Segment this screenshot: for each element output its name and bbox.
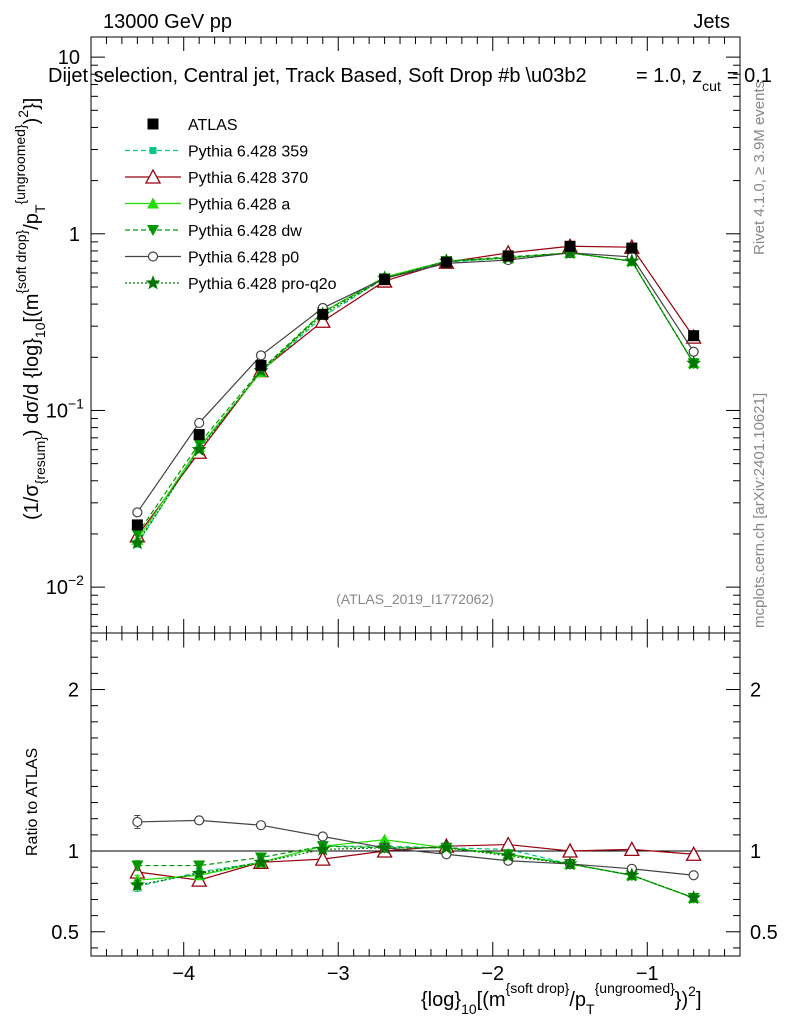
ratio-point-pp0 [132,816,143,828]
legend-marker-pdw [147,225,159,236]
legend-label-pp0: Pythia 6.428 p0 [188,250,299,267]
main-line-pdw [136,252,695,535]
ratio-y-label: Ratio to ATLAS [24,748,41,856]
ratio-point-pq2o [315,841,331,856]
ratio-point-p370 [623,841,640,857]
legend-marker-pa [147,197,159,209]
main-point-pq2o [129,535,145,550]
main-point-atlas [440,256,452,268]
main-point-p370 [314,312,331,328]
x-tick-label: −4 [172,963,195,985]
main-point-atlas [379,274,391,286]
legend-label-p359: Pythia 6.428 359 [188,144,308,161]
ratio-point-pq2o [253,854,269,869]
ratio-y-tick-label-right: 0.5 [750,922,778,944]
plot-title-cut: = 1.0, zcut = 0.1 [636,65,772,94]
header-left: 13000 GeV pp [103,11,232,33]
legend-marker-pp0 [147,251,159,262]
legend-marker-atlas [147,118,159,130]
main-point-atlas [131,519,143,531]
ratio-point-pq2o [191,865,207,880]
ratio-line-pp0 [137,819,694,876]
main-point-pp0 [194,417,205,429]
x-tick-label: −2 [481,963,504,985]
ratio-line-p370 [137,843,694,881]
main-point-pq2o [191,441,207,456]
legend-label-p370: Pythia 6.428 370 [188,170,308,187]
ratio-y-tick-label-left: 1 [68,841,79,863]
main-y-tick-label: 10 [58,47,80,69]
ratio-point-pp0 [688,870,699,881]
ratio-point-pp0 [194,815,205,826]
ratio-y-tick-label-right: 2 [750,680,761,702]
side-rivet: Rivet 4.1.0, ≥ 3.9M events [751,81,768,255]
main-point-atlas [255,359,267,371]
legend-label-pq2o: Pythia 6.428 pro-q2o [188,276,337,293]
ratio-point-pp0 [255,820,267,831]
main-point-pq2o [686,355,702,370]
legend-label-pa: Pythia 6.428 a [188,197,290,214]
main-point-pp0 [255,350,267,361]
header-right: Jets [693,11,730,33]
ratio-point-pq2o [438,839,454,855]
ratio-point-pq2o [624,867,640,882]
ratio-axis-ticks: 0.5 0.5 1 1 2 2 [51,640,778,949]
main-point-atlas [502,250,514,262]
ratio-point-pa [378,833,391,845]
side-mcplots: mcplots.cern.ch [arXiv:2401.10621] [751,393,768,628]
x-tick-label: −1 [636,963,659,985]
main-y-tick-exponent: −1 [68,395,84,411]
plot-title: Dijet selection, Central jet, Track Base… [48,65,587,87]
main-series-layer [129,237,702,550]
main-line-pa [136,252,695,541]
ratio-line-p359 [137,845,694,899]
main-point-atlas [193,429,205,441]
ratio-y-tick-label-right: 1 [750,841,761,863]
x-axis-ticks: −4 −3 −2 −1 [90,37,741,985]
legend-label-pdw: Pythia 6.428 dw [188,223,302,240]
main-y-tick-exponent: −2 [68,572,84,588]
legend: ATLAS Pythia 6.428 359 Pythia 6.428 370 Pyt… [125,117,337,293]
main-point-pq2o [624,253,640,268]
main-line-pp0 [136,252,695,513]
main-line-pq2o [136,252,695,544]
main-y-tick-label: 10 [46,577,68,599]
ratio-point-pdw [131,860,144,872]
ratio-point-pq2o [686,890,702,905]
main-point-pp0 [132,507,143,518]
main-point-atlas [564,240,576,252]
main-point-atlas [626,242,638,254]
main-point-atlas [688,330,700,342]
beta-symbol: \u03b2 [525,65,586,87]
ratio-point-pq2o [500,848,516,863]
legend-marker-p359 [149,147,157,154]
ratio-point-pq2o [562,856,578,871]
main-y-tick-label: 1 [69,224,80,246]
main-point-pp0 [688,346,699,357]
ratio-line-pq2o [137,847,694,899]
main-y-label: (1/σ{resum}) dσ/d {log}10[(m{soft drop}/… [12,98,48,520]
main-line-p370 [136,245,695,537]
ratio-point-p370 [314,850,331,866]
ratio-y-tick-label-left: 0.5 [51,922,79,944]
ratio-point-pq2o [377,839,393,855]
ratio-panel-frame [90,632,741,957]
legend-marker-p370 [144,168,162,184]
ratio-point-pq2o [129,877,145,892]
ratio-y-tick-label-left: 2 [68,680,79,702]
x-tick-label: −3 [327,963,350,985]
ratio-line-pdw [137,845,694,899]
x-axis-label: {log}10[(m{soft drop}/pT{ungroomed}})2] [421,980,702,1017]
main-point-pdw [131,528,144,540]
ratio-point-pp0 [317,831,328,842]
main-y-tick-label: 10 [46,400,68,422]
ratio-point-p370 [685,845,702,861]
legend-label-atlas: ATLAS [188,117,238,134]
analysis-watermark: (ATLAS_2019_I1772062) [336,591,494,607]
main-point-atlas [317,308,329,320]
legend-marker-pq2o [145,275,161,290]
ratio-series-layer [129,814,702,905]
